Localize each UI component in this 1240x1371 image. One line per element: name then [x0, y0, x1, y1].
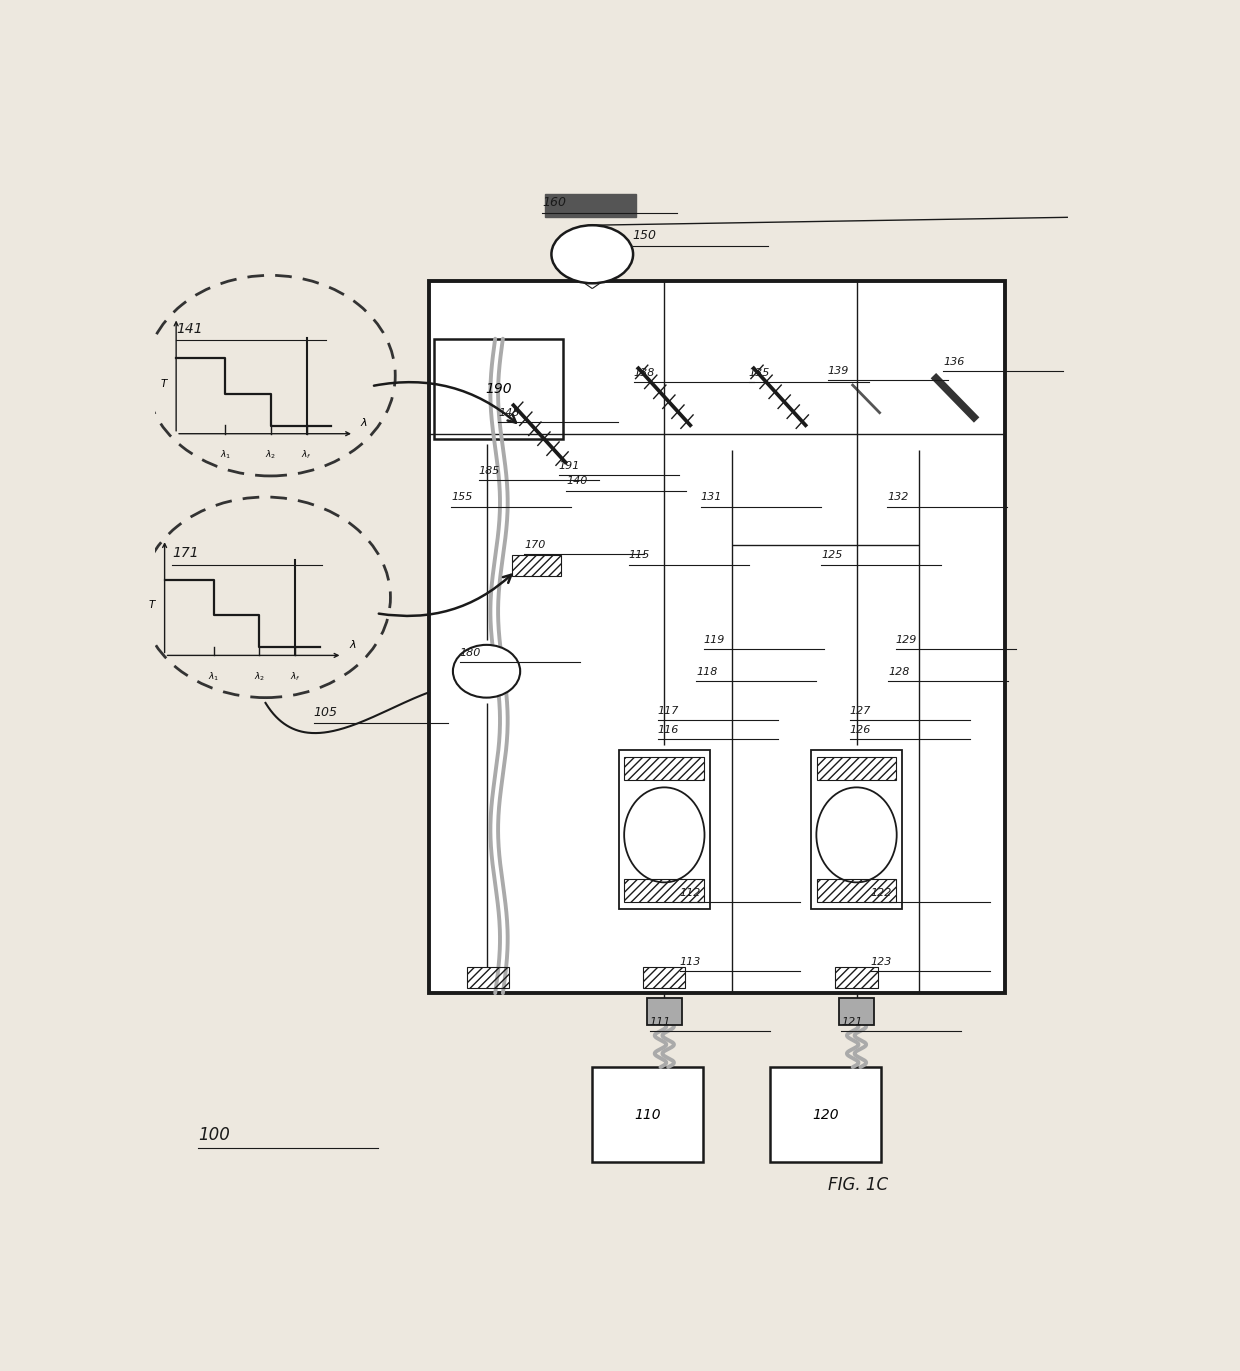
Text: 180: 180 — [460, 647, 481, 658]
Text: 113: 113 — [680, 957, 701, 967]
Text: 110: 110 — [634, 1108, 661, 1121]
Text: 120: 120 — [812, 1108, 838, 1121]
Text: 111: 111 — [650, 1017, 671, 1027]
Ellipse shape — [453, 644, 521, 698]
Text: 118: 118 — [696, 666, 718, 676]
Text: 190: 190 — [485, 383, 512, 396]
Ellipse shape — [624, 787, 704, 883]
Text: 121: 121 — [841, 1017, 863, 1027]
Text: 126: 126 — [849, 725, 872, 735]
Text: 132: 132 — [888, 492, 909, 502]
Text: 127: 127 — [849, 706, 872, 716]
Text: 191: 191 — [558, 461, 580, 470]
Text: 136: 136 — [942, 358, 965, 367]
Ellipse shape — [552, 225, 634, 284]
FancyBboxPatch shape — [593, 1067, 703, 1163]
Text: 171: 171 — [172, 547, 198, 561]
Text: $\lambda_2$: $\lambda_2$ — [254, 670, 265, 683]
FancyBboxPatch shape — [839, 998, 874, 1026]
Text: T: T — [160, 378, 166, 388]
Text: 122: 122 — [870, 888, 892, 898]
Text: 112: 112 — [680, 888, 701, 898]
Text: 138: 138 — [634, 367, 655, 378]
Text: 140: 140 — [567, 477, 588, 487]
Text: 123: 123 — [870, 957, 892, 967]
Text: 135: 135 — [749, 367, 770, 378]
Text: $\lambda_1$: $\lambda_1$ — [219, 448, 231, 461]
FancyBboxPatch shape — [429, 281, 1006, 993]
FancyBboxPatch shape — [770, 1067, 880, 1163]
Text: 139: 139 — [828, 366, 849, 376]
Text: 125: 125 — [821, 550, 842, 561]
Text: $\lambda_1$: $\lambda_1$ — [208, 670, 219, 683]
Text: 185: 185 — [479, 466, 500, 476]
Text: 129: 129 — [897, 635, 918, 644]
Text: $\lambda_f$: $\lambda_f$ — [301, 448, 312, 461]
Text: 131: 131 — [701, 492, 722, 502]
Text: 128: 128 — [888, 666, 910, 676]
FancyBboxPatch shape — [434, 339, 563, 439]
Text: T: T — [149, 600, 155, 610]
Text: 145: 145 — [498, 409, 520, 418]
Text: 150: 150 — [632, 229, 657, 241]
Text: 117: 117 — [657, 706, 680, 716]
Text: 105: 105 — [314, 706, 337, 718]
Text: 160: 160 — [542, 196, 567, 208]
Text: 119: 119 — [704, 635, 725, 644]
Text: FIG. 1C: FIG. 1C — [828, 1176, 888, 1194]
Text: 155: 155 — [451, 492, 472, 502]
Text: $\lambda_2$: $\lambda_2$ — [265, 448, 277, 461]
Text: 115: 115 — [629, 550, 650, 561]
Text: λ: λ — [361, 418, 367, 428]
Text: 116: 116 — [657, 725, 680, 735]
FancyBboxPatch shape — [546, 195, 636, 217]
FancyBboxPatch shape — [647, 998, 682, 1026]
Text: λ: λ — [350, 640, 356, 650]
Text: $\lambda_f$: $\lambda_f$ — [290, 670, 300, 683]
Ellipse shape — [816, 787, 897, 883]
Text: 170: 170 — [525, 540, 546, 550]
Text: 100: 100 — [198, 1126, 231, 1145]
Text: 141: 141 — [176, 322, 203, 336]
